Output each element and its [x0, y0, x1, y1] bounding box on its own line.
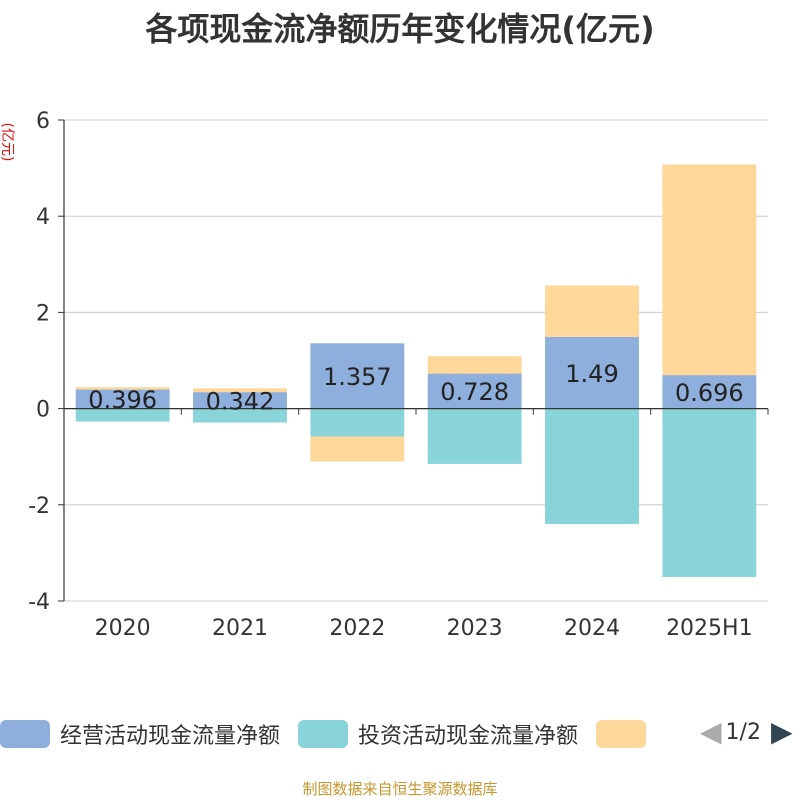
legend-pager: ◀ 1/2 ▶ [700, 718, 793, 746]
legend: 经营活动现金流量净额 投资活动现金流量净额 ◀ 1/2 ▶ [0, 714, 800, 754]
bars [75, 164, 757, 577]
bar-s2-2024 [545, 285, 639, 337]
data-label: 0.696 [675, 379, 744, 407]
bar-s1-2024 [545, 408, 639, 525]
data-label: 1.357 [323, 363, 392, 391]
chevron-left-icon[interactable]: ◀ [700, 715, 722, 748]
legend-page-indicator: 1/2 [725, 719, 761, 745]
data-labels: 0.396 0.342 1.357 0.728 1.49 0.696 [88, 360, 743, 416]
bar-s0-2020 [75, 389, 170, 409]
x-tick-label: 2025H1 [666, 616, 753, 641]
x-tick-label: 2020 [95, 616, 151, 641]
x-tick-label: 2021 [212, 616, 268, 641]
data-label: 0.396 [88, 386, 157, 414]
stacked-bar-chart: 6 4 2 0 -2 -4 2020 2021 2022 2023 2024 2025H1 0.396… [28, 109, 769, 641]
bar-s0-2025H1 [662, 375, 757, 409]
legend-label: 经营活动现金流量净额 [60, 724, 281, 749]
footer-source: 制图数据来自恒生聚源数据库 [302, 780, 498, 798]
bar-s0-2022 [310, 343, 405, 409]
bar-s0-2024 [545, 336, 639, 409]
bar-s0-2021 [193, 392, 287, 409]
legend-swatch [298, 720, 349, 748]
y-tick-label: 2 [36, 301, 50, 326]
bar-s2-2020 [75, 387, 170, 390]
legend-swatch [0, 720, 50, 748]
y-tick-label: -4 [28, 590, 50, 615]
data-label: 0.342 [206, 387, 275, 415]
bar-s0-2023 [427, 373, 522, 409]
bar-s1-2021 [193, 408, 287, 423]
x-tick-label: 2022 [329, 616, 385, 641]
legend-item-investing[interactable]: 投资活动现金流量净额 [298, 718, 578, 750]
bar-s2-2023 [427, 356, 522, 374]
x-tick-label: 2024 [564, 616, 620, 641]
y-tick-label: 4 [36, 205, 50, 230]
chart-title: 各项现金流净额历年变化情况(亿元) [145, 10, 655, 48]
axes: 6 4 2 0 -2 -4 2020 2021 2022 2023 2024 2025H1 [28, 109, 769, 641]
legend-item-third[interactable] [596, 720, 656, 748]
bar-s1-2023 [427, 408, 522, 464]
y-tick-label: 6 [36, 109, 50, 134]
data-label: 1.49 [565, 360, 618, 388]
legend-item-operating[interactable]: 经营活动现金流量净额 [0, 718, 280, 750]
x-tick-label: 2023 [447, 616, 503, 641]
bar-s1-2025H1 [662, 408, 757, 577]
bar-s1-2020 [75, 408, 170, 422]
legend-swatch [596, 720, 647, 748]
y-tick-label: 0 [36, 398, 50, 423]
legend-label: 投资活动现金流量净额 [358, 724, 579, 749]
bar-s2-2021 [193, 388, 287, 393]
bar-s1-2022 [310, 408, 405, 437]
data-label: 0.728 [440, 378, 509, 406]
bar-s2-2025H1 [662, 164, 757, 376]
bar-s2-2022 [310, 436, 405, 462]
chevron-right-icon[interactable]: ▶ [770, 715, 793, 748]
y-tick-label: -2 [28, 494, 50, 519]
